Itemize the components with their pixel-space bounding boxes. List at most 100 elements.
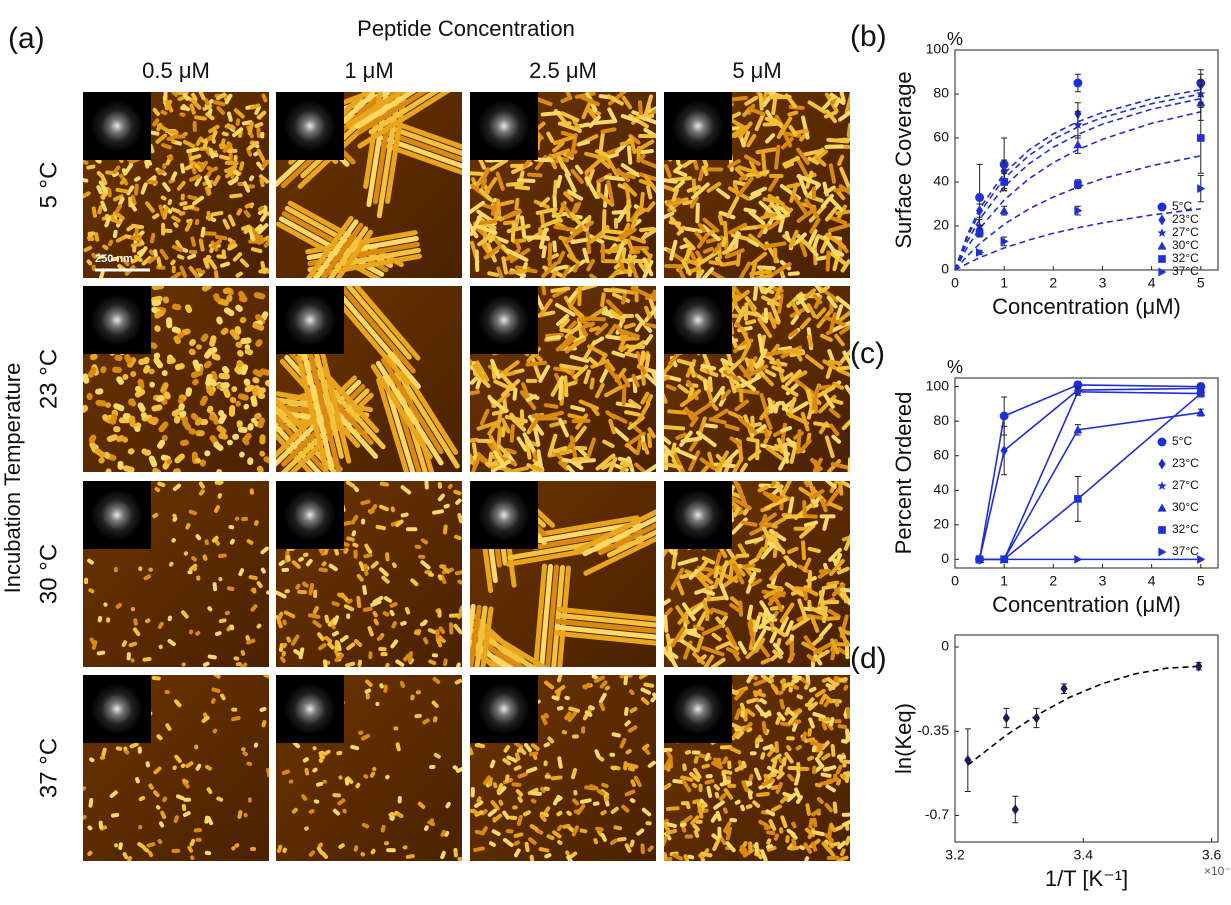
column-label: 5 μM <box>732 58 781 83</box>
afm-feature <box>819 569 831 574</box>
afm-feature <box>544 774 551 778</box>
fft-pattern <box>672 489 724 541</box>
legend-marker <box>1158 255 1166 263</box>
marker <box>1197 390 1205 398</box>
y-tick-label: 40 <box>933 173 949 189</box>
legend-marker <box>1158 203 1167 212</box>
afm-feature <box>754 842 758 855</box>
legend-label: 27°C <box>1172 225 1199 239</box>
afm-feature <box>162 163 166 169</box>
afm-feature <box>453 848 458 858</box>
afm-image <box>466 671 659 865</box>
afm-feature <box>171 849 180 853</box>
afm-feature <box>602 209 607 234</box>
afm-image <box>272 478 465 672</box>
x-axis-label: Concentration (μM) <box>992 592 1181 617</box>
marker <box>1000 178 1008 186</box>
column-label: 0.5 μM <box>142 58 210 83</box>
x-tick-label: 5 <box>1197 573 1205 589</box>
y-tick-label: 0 <box>941 550 949 566</box>
afm-feature <box>297 590 307 594</box>
afm-feature <box>787 766 798 770</box>
x-tick-label: 3.4 <box>1074 847 1094 863</box>
legend-label: 23°C <box>1172 456 1199 470</box>
afm-feature <box>225 161 239 165</box>
afm-feature <box>165 690 170 694</box>
y-tick-label: 100 <box>926 41 950 57</box>
afm-feature <box>406 527 417 531</box>
x-tick-label: 3 <box>1099 573 1107 589</box>
afm-feature <box>812 187 816 199</box>
afm-feature <box>166 317 172 328</box>
charts: 012345020406080100(b)%Concentration (μM)… <box>850 20 1231 891</box>
afm-feature <box>203 231 216 235</box>
legend-label: 37°C <box>1172 544 1199 558</box>
afm-feature <box>195 430 204 436</box>
afm-feature <box>229 405 236 417</box>
x-tick-label: 4 <box>1148 275 1156 291</box>
x-tick-label: 3.2 <box>945 847 965 863</box>
afm-feature <box>313 590 317 598</box>
afm-feature <box>764 308 769 321</box>
x-tick-label: 2 <box>1049 573 1057 589</box>
afm-image <box>275 673 467 861</box>
afm-feature <box>183 798 191 802</box>
x-tick-label: 3.6 <box>1202 847 1222 863</box>
y-tick-label: 20 <box>933 217 949 233</box>
marker <box>975 193 984 202</box>
legend-label: 5°C <box>1172 199 1192 213</box>
panel-label: (a) <box>8 22 45 55</box>
afm-feature <box>526 379 537 383</box>
fft-pattern <box>284 683 336 735</box>
x-tick-label: 3 <box>1099 275 1107 291</box>
fft-pattern <box>91 100 143 152</box>
afm-feature <box>161 228 173 233</box>
afm-feature <box>281 568 289 572</box>
fft-pattern <box>284 489 336 541</box>
marker <box>1000 412 1009 421</box>
y-tick-label: 20 <box>933 516 949 532</box>
x-tick-label: 0 <box>951 275 959 291</box>
afm-feature <box>548 242 553 266</box>
afm-image <box>654 83 855 287</box>
afm-feature <box>118 461 124 470</box>
afm-feature <box>380 652 387 656</box>
afm-feature <box>181 194 185 201</box>
afm-image <box>659 670 854 867</box>
afm-feature <box>681 801 690 805</box>
afm-image <box>459 85 663 288</box>
afm-feature <box>353 550 357 559</box>
y-tick-label: 60 <box>933 446 949 462</box>
afm-feature <box>822 600 840 604</box>
afm-image <box>79 672 273 865</box>
afm-feature <box>750 751 757 755</box>
afm-feature <box>638 134 658 138</box>
afm-image <box>461 275 665 478</box>
afm-feature <box>87 237 94 241</box>
afm-feature <box>368 651 372 659</box>
afm-feature <box>786 736 795 741</box>
afm-feature <box>231 708 237 712</box>
panel-label: (d) <box>850 642 887 675</box>
y-tick-label: 0 <box>941 638 949 654</box>
afm-feature <box>146 180 158 185</box>
fft-pattern <box>91 683 143 735</box>
afm-feature <box>476 439 493 444</box>
afm-feature <box>824 144 844 149</box>
panel-title: Peptide Concentration <box>357 16 575 41</box>
afm-feature <box>485 462 498 467</box>
x-tick-label: 1 <box>1000 275 1008 291</box>
afm-feature <box>398 796 402 804</box>
afm-feature <box>414 714 422 719</box>
afm-image <box>657 279 857 484</box>
legend-label: 32°C <box>1172 251 1199 265</box>
x-tick-label: 1 <box>1000 573 1008 589</box>
afm-feature <box>241 517 248 521</box>
afm-feature <box>437 610 441 618</box>
afm-feature <box>699 784 703 792</box>
afm-feature <box>112 367 122 374</box>
fft-pattern <box>672 683 724 735</box>
afm-feature <box>439 564 446 568</box>
afm-feature <box>739 388 744 402</box>
